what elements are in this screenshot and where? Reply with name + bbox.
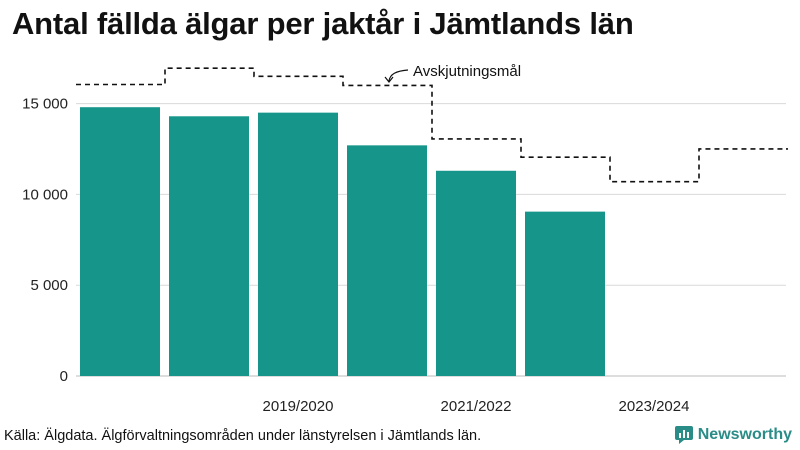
annotation-arrowhead-icon: [384, 76, 394, 83]
chart: 0 5 000 10 000 15 000 2019/2020 2021/2022 2023…: [22, 63, 788, 415]
bar-2018/2019: [169, 116, 249, 377]
bar-2017/2018: [80, 107, 160, 376]
annotation: Avskjutningsmål: [384, 63, 521, 83]
axis-labels: 0 5 000 10 000 15 000 2019/2020 2021/2022 2023…: [22, 96, 689, 415]
y-tick-label: 10 000: [22, 186, 68, 203]
bar-2021/2022: [436, 170, 516, 376]
chart-title: Antal fällda älgar per jaktår i Jämtland…: [12, 6, 634, 41]
y-tick-label: 0: [60, 368, 68, 385]
brand-name: Newsworthy: [697, 426, 792, 443]
bar-2022/2023: [525, 211, 605, 376]
bars: [80, 107, 605, 377]
annotation-label: Avskjutningsmål: [413, 63, 521, 80]
x-tick-label: 2023/2024: [619, 398, 690, 415]
target-line: [76, 67, 788, 183]
x-tick-label: 2019/2020: [263, 398, 334, 415]
brand: Newsworthy: [674, 426, 792, 444]
y-tick-label: 15 000: [22, 96, 68, 113]
newsworthy-logo-icon: [674, 426, 693, 444]
bar-2019/2020: [258, 112, 338, 376]
source-note: Källa: Älgdata. Älgförvaltningsområden u…: [4, 428, 482, 444]
bar-2020/2021: [347, 145, 427, 376]
annotation-arrow-icon: [388, 69, 409, 82]
y-tick-label: 5 000: [30, 277, 68, 294]
target-step-line: [76, 67, 788, 183]
x-tick-label: 2021/2022: [441, 398, 512, 415]
